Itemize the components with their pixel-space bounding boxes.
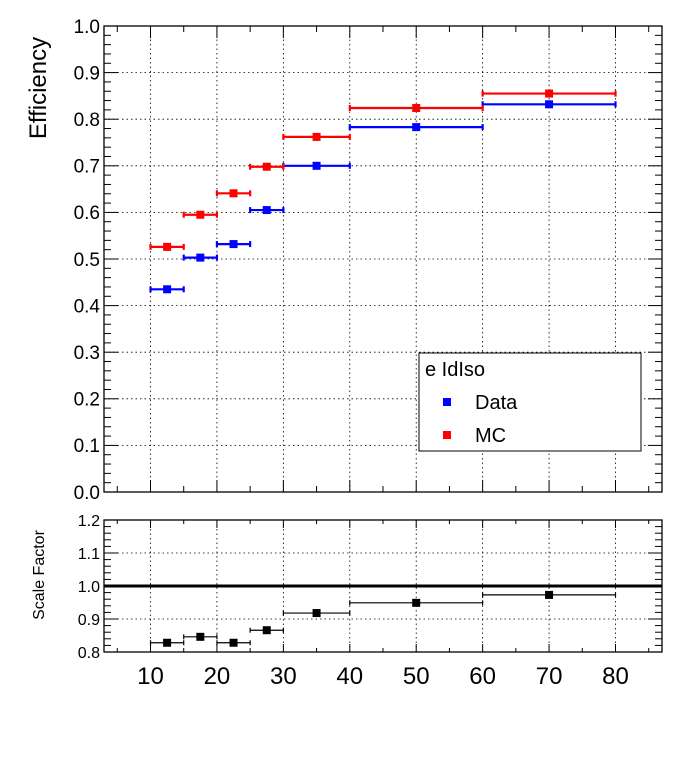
y-axis-ticks (104, 25, 662, 493)
data-point (545, 590, 554, 599)
data-point (196, 253, 205, 262)
y-tick-label: 1.0 (78, 579, 100, 596)
y-tick-label: 0.5 (74, 250, 100, 271)
efficiency-panel: 0.0 0.1 0.2 0.3 0.4 0.5 0.6 0.7 0.8 0.9 1.0 Efficie… (25, 17, 663, 504)
data-point (262, 626, 271, 635)
data-point (312, 132, 321, 141)
x-tick-label: 70 (536, 663, 563, 690)
data-point (229, 189, 238, 198)
legend-label-data: Data (475, 392, 518, 414)
x-tick-label: 30 (270, 663, 297, 690)
x-tick-label: 50 (403, 663, 430, 690)
legend-marker-mc (443, 431, 451, 439)
y-tick-label: 1.1 (78, 546, 100, 563)
y-tick-label: 0.6 (74, 203, 100, 224)
y-tick-label: 1.2 (78, 513, 100, 530)
legend-title: e IdIso (425, 359, 485, 381)
y-tick-labels: 0.0 0.1 0.2 0.3 0.4 0.5 0.6 0.7 0.8 0.9 1.0 (74, 17, 101, 504)
x-axis-ticks (116, 26, 650, 492)
legend: e IdIso Data MC (418, 352, 642, 452)
y-tick-label: 1.0 (74, 17, 100, 38)
data-point (545, 89, 554, 98)
x-tick-label: 40 (336, 663, 363, 690)
y-tick-label: 0.7 (74, 157, 100, 178)
y-tick-label: 0.4 (74, 296, 101, 317)
data-point (545, 100, 554, 109)
data-point (262, 162, 271, 171)
data-point (312, 161, 321, 170)
data-point (412, 598, 421, 607)
y-tick-label: 0.3 (74, 343, 100, 364)
y-tick-label: 0.9 (74, 63, 100, 84)
y-axis-title: Scale Factor (31, 529, 48, 619)
y-tick-label: 0.8 (78, 645, 100, 662)
scale-factor-panel: 0.8 0.9 1.0 1.1 1.2 10 20 30 40 50 60 70 80 Scale Fac… (31, 513, 663, 690)
data-point (163, 285, 172, 294)
data-point (196, 210, 205, 219)
data-point (312, 609, 321, 618)
y-tick-label: 0.2 (74, 390, 100, 411)
y-tick-label: 0.8 (74, 110, 100, 131)
data-point (196, 632, 205, 641)
y-tick-label: 0.0 (74, 483, 100, 504)
y-tick-labels: 0.8 0.9 1.0 1.1 1.2 (78, 513, 100, 662)
data-point (163, 638, 172, 647)
data-point (412, 104, 421, 113)
series-data (149, 100, 617, 294)
legend-marker-data (443, 398, 451, 406)
x-tick-label: 60 (469, 663, 496, 690)
x-tick-label: 10 (137, 663, 164, 690)
x-tick-label: 80 (602, 663, 629, 690)
data-point (229, 638, 238, 647)
y-axis-title: Efficiency (25, 37, 52, 139)
series-mc (149, 89, 617, 251)
legend-label-mc: MC (475, 425, 506, 447)
x-tick-labels: 10 20 30 40 50 60 70 80 (137, 663, 629, 690)
data-point (412, 123, 421, 132)
legend-box (418, 352, 642, 452)
x-axis-ticks (116, 520, 650, 652)
data-point (163, 242, 172, 251)
data-point (229, 240, 238, 249)
data-point (262, 206, 271, 215)
series-scale-factor (149, 590, 617, 647)
y-tick-label: 0.9 (78, 612, 100, 629)
y-tick-label: 0.1 (74, 436, 100, 457)
y-axis-ticks (104, 519, 662, 653)
x-tick-label: 20 (204, 663, 231, 690)
